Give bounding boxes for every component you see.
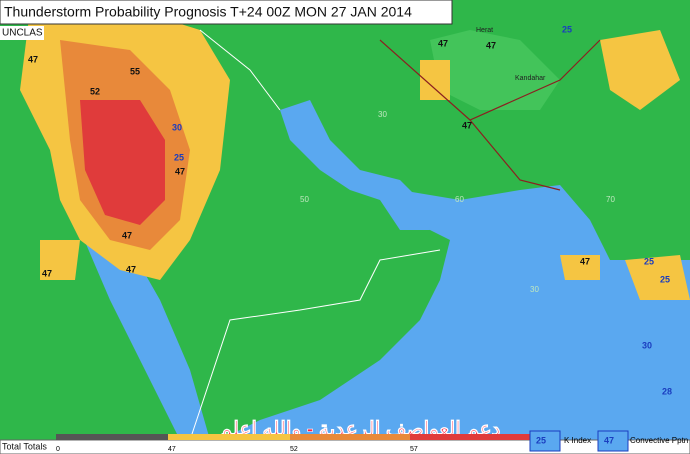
class-box [0, 26, 44, 40]
prob-47 [420, 60, 450, 100]
arabian-sea [220, 185, 690, 440]
prob-57 [80, 100, 165, 225]
legend-title: Total Totals [2, 441, 47, 451]
map-label: 47 [28, 54, 38, 64]
legend-swatch [290, 434, 410, 440]
legend-swatch [168, 434, 290, 440]
map-label: 47 [580, 256, 590, 266]
grid-label: 30 [530, 285, 539, 294]
border [199, 29, 281, 111]
map-label: 25 [660, 274, 670, 284]
k-index-sample: 25 [536, 435, 546, 445]
map-label: 47 [438, 38, 448, 48]
map-label: 55 [130, 66, 140, 76]
legend-tick: 0 [56, 446, 60, 453]
convective-label: Convective Pptn [630, 436, 688, 445]
map-label: 30 [642, 340, 652, 350]
grid-label: 70 [606, 195, 615, 204]
convective-sample: 47 [604, 435, 614, 445]
place-name: Herat [476, 27, 493, 34]
grid-label: 30 [378, 110, 387, 119]
grid-label: 50 [300, 195, 309, 204]
map-label: 47 [42, 268, 52, 278]
convective-icon [597, 430, 629, 452]
prob-47 [40, 240, 80, 280]
map-label: 47 [122, 230, 132, 240]
map-label: 47 [126, 264, 136, 274]
persian-gulf [280, 100, 430, 230]
grid-label: 60 [455, 195, 464, 204]
border [469, 119, 561, 191]
legend-tick: 57 [410, 446, 418, 453]
title: Thunderstorm Probability Prognosis T+24 … [4, 4, 412, 20]
prob-47 [560, 255, 600, 280]
prob-47 [600, 30, 680, 110]
map-label: 30 [172, 122, 182, 132]
legend-tick: 47 [168, 446, 176, 453]
map-label: 52 [90, 86, 100, 96]
title-box [0, 0, 453, 25]
prob-47 [625, 255, 690, 300]
map-label: 25 [174, 152, 184, 162]
k-index-label: K Index [564, 436, 591, 445]
legend-tick: 52 [290, 446, 298, 453]
border [189, 249, 441, 441]
map-label: 47 [175, 166, 185, 176]
map-label: 25 [644, 256, 654, 266]
map-label: 47 [462, 120, 472, 130]
place-name: Kandahar [515, 75, 546, 82]
map-label: 25 [562, 24, 572, 34]
k-index-icon [529, 430, 561, 452]
legend-swatch [410, 434, 530, 440]
map-label: 28 [662, 386, 672, 396]
map-label: 47 [486, 40, 496, 50]
plateau [430, 30, 560, 110]
legend-swatch [56, 434, 168, 440]
classification: UNCLAS [2, 28, 43, 39]
border [379, 39, 601, 121]
